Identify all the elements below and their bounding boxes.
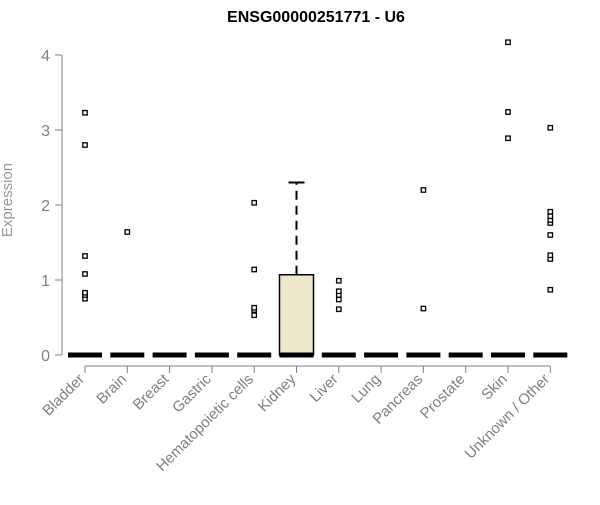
outlier-point bbox=[251, 266, 258, 273]
outlier-point bbox=[547, 213, 554, 220]
x-tick-label: Bladder bbox=[39, 371, 88, 420]
chart-title: ENSG00000251771 - U6 bbox=[227, 9, 405, 26]
x-tick-label: Liver bbox=[307, 371, 342, 406]
outlier-point bbox=[82, 289, 88, 296]
x-tick-label: Brain bbox=[93, 371, 130, 408]
y-axis-label: Expression bbox=[0, 163, 16, 237]
outlier-point bbox=[124, 229, 131, 235]
y-tick-label: 0 bbox=[41, 348, 50, 365]
outlier-point bbox=[251, 199, 258, 206]
box bbox=[278, 274, 315, 356]
outlier-point bbox=[82, 253, 88, 259]
y-tick-label: 4 bbox=[41, 48, 50, 65]
x-tick-label: Prostate bbox=[417, 371, 469, 423]
y-tick-label: 2 bbox=[41, 198, 50, 215]
outlier-point bbox=[420, 187, 427, 193]
boxes-group bbox=[68, 181, 568, 358]
outlier-point bbox=[505, 109, 511, 115]
x-tick-label: Breast bbox=[130, 370, 173, 413]
outlier-point bbox=[547, 124, 554, 131]
outlier-point bbox=[547, 208, 554, 215]
outlier-point bbox=[420, 305, 427, 312]
outlier-point bbox=[82, 109, 88, 116]
x-tick-label: Skin bbox=[478, 371, 511, 404]
outlier-point bbox=[251, 304, 258, 311]
outliers-group bbox=[82, 39, 554, 319]
outlier-point bbox=[505, 39, 511, 46]
outlier-point bbox=[547, 232, 554, 238]
y-tick-label: 1 bbox=[41, 273, 50, 290]
outlier-point bbox=[335, 306, 342, 313]
x-tick-label: Lung bbox=[348, 371, 384, 407]
outlier-point bbox=[547, 286, 554, 293]
outlier-point bbox=[335, 296, 342, 303]
outlier-point bbox=[547, 252, 554, 259]
x-tick-label: Kidney bbox=[255, 370, 300, 415]
outlier-point bbox=[335, 288, 342, 295]
outlier-point bbox=[505, 135, 511, 142]
y-tick-label: 3 bbox=[41, 123, 50, 140]
outlier-point bbox=[82, 142, 88, 148]
outlier-point bbox=[82, 271, 88, 277]
outlier-point bbox=[251, 312, 258, 319]
outlier-point bbox=[335, 277, 342, 284]
